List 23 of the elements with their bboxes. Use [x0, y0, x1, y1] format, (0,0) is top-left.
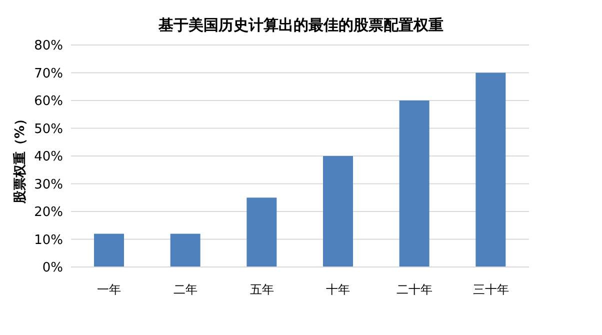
y-tick-label: 20% — [34, 205, 63, 220]
x-tick-label: 二十年 — [396, 282, 432, 297]
y-tick-label: 40% — [34, 150, 63, 165]
x-tick-label: 三十年 — [472, 282, 509, 297]
y-tick-label: 70% — [34, 66, 63, 82]
x-tick-label: 一年 — [97, 282, 122, 297]
y-tick-label: 80% — [34, 38, 63, 54]
bar — [246, 198, 277, 267]
x-tick-label: 十年 — [326, 282, 350, 297]
bar — [476, 72, 506, 267]
y-axis-title: 股票权重（%） — [12, 112, 29, 204]
bar — [399, 100, 430, 267]
y-tick-label: 10% — [34, 232, 63, 248]
chart-title: 基于美国历史计算出的最佳的股票配置权重 — [158, 16, 444, 35]
y-tick-label: 50% — [34, 122, 63, 137]
bar — [323, 156, 353, 267]
x-tick-label: 二年 — [174, 282, 198, 297]
bar — [170, 234, 200, 267]
y-tick-label: 0% — [42, 260, 63, 276]
x-tick-label: 五年 — [250, 282, 274, 297]
y-tick-label: 30% — [34, 177, 63, 192]
y-tick-label: 60% — [34, 94, 63, 110]
bar — [94, 234, 124, 267]
